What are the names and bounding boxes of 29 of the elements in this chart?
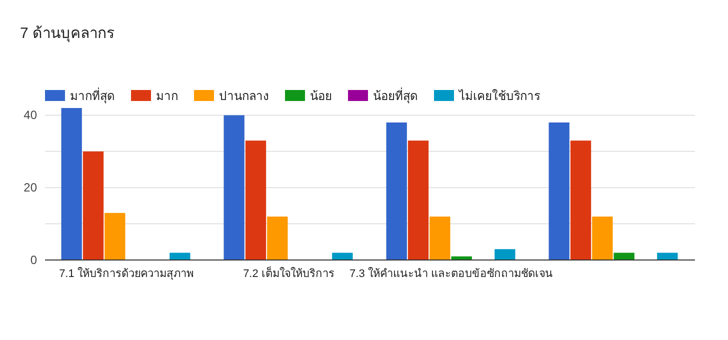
bar (332, 252, 353, 260)
bar (408, 140, 429, 260)
bar (657, 252, 678, 260)
bar (430, 216, 450, 260)
x-tick-label: 7.3 ให้คำแนะนำ และตอบข้อซักถามชัดเจน (350, 267, 553, 280)
bar (104, 212, 126, 260)
y-tick-label: 40 (24, 108, 38, 122)
legend-label: น้อย (310, 89, 332, 103)
bar (386, 122, 407, 260)
x-tick-label: 7.2 เต็มใจให้บริการ (243, 266, 334, 280)
bar (82, 151, 104, 260)
bar (570, 140, 592, 260)
chart-title: 7 ด้านบุคลากร (20, 25, 115, 43)
legend-label: ไม่เคยใช้บริการ (458, 89, 541, 103)
bar (61, 108, 82, 260)
bar (170, 252, 190, 260)
bar (548, 122, 570, 260)
legend-label: มากที่สุด (70, 87, 115, 104)
x-tick-label: 7.1 ให้บริการด้วยความสุภาพ (59, 267, 194, 280)
bar (494, 249, 516, 260)
legend-label: น้อยที่สุด (373, 87, 418, 104)
y-tick-label: 20 (24, 180, 38, 195)
bar (267, 216, 288, 260)
y-tick-label: 0 (30, 253, 38, 267)
bar (245, 140, 266, 260)
bar (224, 115, 244, 260)
legend-label: ปานกลาง (219, 89, 269, 103)
legend-label: มาก (156, 89, 178, 103)
bar (592, 216, 613, 260)
